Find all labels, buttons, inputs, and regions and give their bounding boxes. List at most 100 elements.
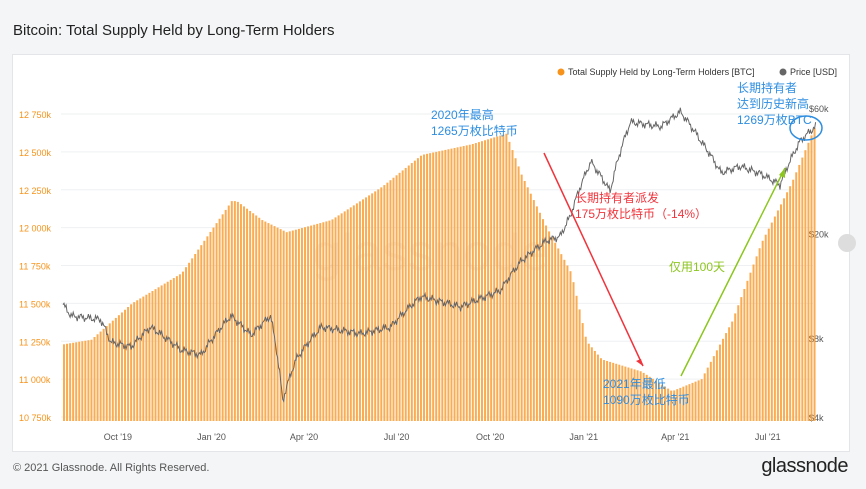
y-tick-label: 11 000k <box>19 375 51 385</box>
lth-bar <box>236 201 239 421</box>
lth-bar <box>175 276 178 421</box>
annotation-text: 2021年最低 <box>603 377 666 391</box>
lth-bar <box>642 372 645 421</box>
lth-bar <box>456 147 459 421</box>
lth-bar <box>401 170 404 421</box>
lth-bar <box>502 134 505 421</box>
x-tick-label: Jan '20 <box>197 432 226 442</box>
lth-bar <box>603 360 606 421</box>
lth-bar <box>163 283 166 421</box>
lth-bar <box>200 245 203 421</box>
lth-bar <box>572 282 575 421</box>
y-tick-label: 12 500k <box>19 148 52 158</box>
lth-bar <box>496 136 499 421</box>
lth-bar <box>157 287 160 421</box>
lth-bar <box>136 300 139 421</box>
lth-bar <box>767 228 770 421</box>
lth-bar <box>407 165 410 421</box>
lth-bar <box>639 371 642 421</box>
lth-bar <box>435 151 438 421</box>
lth-bar <box>569 271 572 421</box>
lth-bar <box>673 390 676 421</box>
lth-bar <box>599 358 602 421</box>
lth-bar <box>783 198 786 421</box>
lth-bar <box>474 143 477 421</box>
lth-bar <box>81 341 84 421</box>
red-arrow <box>543 152 644 367</box>
lth-bar <box>676 389 679 421</box>
lth-bar <box>755 256 758 421</box>
lth-bar <box>93 337 96 421</box>
lth-bar <box>734 313 737 421</box>
lth-bar <box>627 367 630 421</box>
lth-bar <box>310 225 313 421</box>
lth-bar <box>130 304 133 421</box>
lth-bar <box>288 231 291 421</box>
scroll-handle[interactable] <box>838 234 856 252</box>
lth-bar <box>340 213 343 421</box>
lth-bar <box>493 137 496 422</box>
lth-bar <box>252 213 255 421</box>
x-tick-label: Jan '21 <box>569 432 598 442</box>
annotation-text: 1090万枚比特币 <box>603 392 690 407</box>
chart-card: 10 750k 11 000k 11 250k 11 500k 11 750k 12 00… <box>12 54 850 452</box>
lth-bar <box>548 231 551 421</box>
lth-bar <box>722 338 725 421</box>
y-right-tick-label: $60k <box>809 104 829 114</box>
lth-bar <box>581 323 584 421</box>
green-arrow <box>680 167 786 377</box>
lth-bar <box>789 186 792 421</box>
y-tick-label: 11 250k <box>19 337 51 347</box>
lth-bar <box>361 199 364 421</box>
lth-bar <box>636 370 639 421</box>
lth-bar <box>337 215 340 421</box>
lth-bar <box>679 387 682 421</box>
x-tick-label: Jul '20 <box>384 432 410 442</box>
lth-bar <box>66 343 69 421</box>
lth-bar <box>566 265 569 421</box>
lth-bar <box>480 141 483 421</box>
lth-bar <box>612 362 615 421</box>
lth-bar <box>178 274 181 421</box>
lth-bar <box>590 347 593 421</box>
y-tick-label: 12 750k <box>19 110 52 120</box>
red-arrowhead <box>636 359 643 366</box>
lth-bar <box>703 373 706 421</box>
annotation-text: 2020年最高 <box>431 107 494 122</box>
lth-bar <box>96 334 99 421</box>
lth-bar <box>432 152 435 421</box>
lth-bar <box>664 386 667 421</box>
lth-bar <box>297 228 300 421</box>
lth-bar <box>685 385 688 421</box>
lth-bar <box>300 228 303 421</box>
lth-bar <box>102 328 105 421</box>
lth-bar <box>453 147 456 421</box>
lth-bar <box>700 379 703 421</box>
lth-bar <box>508 141 511 421</box>
lth-bar <box>255 215 258 421</box>
lth-bar <box>523 180 526 421</box>
x-tick-label: Oct '19 <box>104 432 132 442</box>
lth-bar <box>786 192 789 421</box>
page-title: Bitcoin: Total Supply Held by Long-Term … <box>13 22 335 39</box>
lth-bar <box>139 298 142 421</box>
lth-bar <box>185 267 188 421</box>
lth-bar <box>346 209 349 421</box>
lth-bar <box>526 187 529 421</box>
y-right-tick-label: $8k <box>809 334 824 344</box>
green-arrowhead <box>779 168 785 178</box>
lth-bar <box>371 193 374 421</box>
lth-bar <box>593 350 596 421</box>
lth-bar <box>648 376 651 421</box>
lth-bar <box>651 378 654 421</box>
lth-bar <box>154 289 157 421</box>
lth-bar <box>551 237 554 421</box>
lth-bar <box>575 295 578 421</box>
lth-bar <box>725 333 728 421</box>
lth-bar <box>810 135 813 421</box>
lth-bar <box>419 155 422 421</box>
lth-bar <box>404 167 407 421</box>
lth-bar <box>749 272 752 421</box>
legend-label-price: Price [USD] <box>790 67 837 77</box>
lth-bar <box>779 204 782 421</box>
